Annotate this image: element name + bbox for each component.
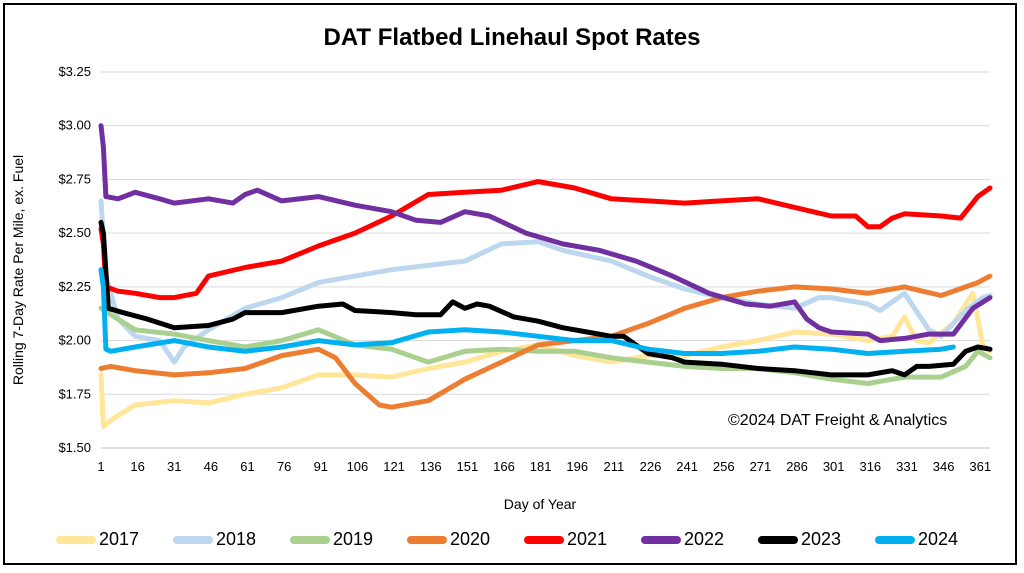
- x-tick-label: 286: [786, 459, 808, 474]
- x-tick-label: 106: [347, 459, 369, 474]
- y-tick-labels: $1.50 $1.75 $2.00 $2.25 $2.50 $2.75 $3.00 $3.25: [58, 64, 91, 455]
- x-tick-label: 181: [530, 459, 552, 474]
- x-tick-label: 91: [314, 459, 328, 474]
- y-tick-label: $2.25: [58, 279, 91, 294]
- chart-frame: [3, 3, 1017, 565]
- legend-swatch: [758, 536, 798, 544]
- x-tick-labels: 1 16 31 46 61 76 91 106 121 136 151 166 181 196 211 226…: [97, 459, 991, 474]
- legend-label: 2024: [918, 529, 959, 549]
- x-tick-label: 166: [493, 459, 515, 474]
- legend-swatch: [524, 536, 564, 544]
- x-tick-label: 346: [933, 459, 955, 474]
- y-tick-label: $1.50: [58, 440, 91, 455]
- x-tick-label: 316: [859, 459, 881, 474]
- x-tick-label: 151: [456, 459, 478, 474]
- series-line-2023: [98, 219, 993, 378]
- legend-swatch: [641, 536, 681, 544]
- series-line-2020: [98, 273, 993, 410]
- y-tick-label: $2.75: [58, 171, 91, 186]
- x-tick-label: 136: [420, 459, 442, 474]
- x-tick-label: 196: [566, 459, 588, 474]
- legend-swatch: [290, 536, 330, 544]
- legend-swatch: [56, 536, 96, 544]
- x-tick-label: 331: [896, 459, 918, 474]
- chart-legend: 2017 2018 2019 2020 2021 2022 2023 2024: [56, 528, 976, 552]
- legend-label: 2022: [684, 529, 725, 549]
- x-tick-label: 31: [167, 459, 181, 474]
- series-line-2024: [98, 267, 956, 356]
- x-tick-label: 61: [240, 459, 254, 474]
- x-tick-label: 76: [277, 459, 291, 474]
- x-tick-label: 46: [204, 459, 218, 474]
- legend-swatch: [875, 536, 915, 544]
- x-tick-label: 211: [604, 459, 625, 474]
- y-tick-label: $3.25: [58, 64, 91, 79]
- legend-swatch: [173, 536, 213, 544]
- series-line-2022: [98, 123, 993, 344]
- x-tick-label: 361: [969, 459, 991, 474]
- x-tick-label: 121: [383, 459, 405, 474]
- x-tick-label: 301: [823, 459, 845, 474]
- y-tick-label: $3.00: [58, 118, 91, 133]
- legend-label: 2020: [450, 529, 491, 549]
- legend-swatch: [407, 536, 447, 544]
- y-tick-label: $2.50: [58, 225, 91, 240]
- series-line-2019: [98, 305, 993, 386]
- x-tick-label: 226: [640, 459, 662, 474]
- y-tick-label: $1.75: [58, 386, 91, 401]
- series-line-2018: [98, 198, 993, 365]
- chart-title: DAT Flatbed Linehaul Spot Rates: [323, 24, 701, 51]
- x-axis-label: Day of Year: [503, 496, 577, 512]
- series-line-2021: [98, 179, 993, 301]
- legend-label: 2021: [567, 529, 608, 549]
- copyright-annotation: ©2024 DAT Freight & Analytics: [728, 412, 948, 429]
- x-tick-label: 256: [713, 459, 735, 474]
- gridlines: [101, 71, 990, 449]
- x-tick-label: 16: [130, 459, 144, 474]
- legend-label: 2017: [99, 529, 140, 549]
- series-lines: [98, 123, 993, 429]
- x-tick-label: 241: [676, 459, 698, 474]
- x-tick-label: 271: [750, 459, 772, 474]
- legend-label: 2023: [801, 529, 842, 549]
- legend-label: 2018: [216, 529, 257, 549]
- legend-label: 2019: [333, 529, 374, 549]
- y-tick-label: $2.00: [58, 333, 91, 348]
- x-tick-label: 1: [97, 459, 104, 474]
